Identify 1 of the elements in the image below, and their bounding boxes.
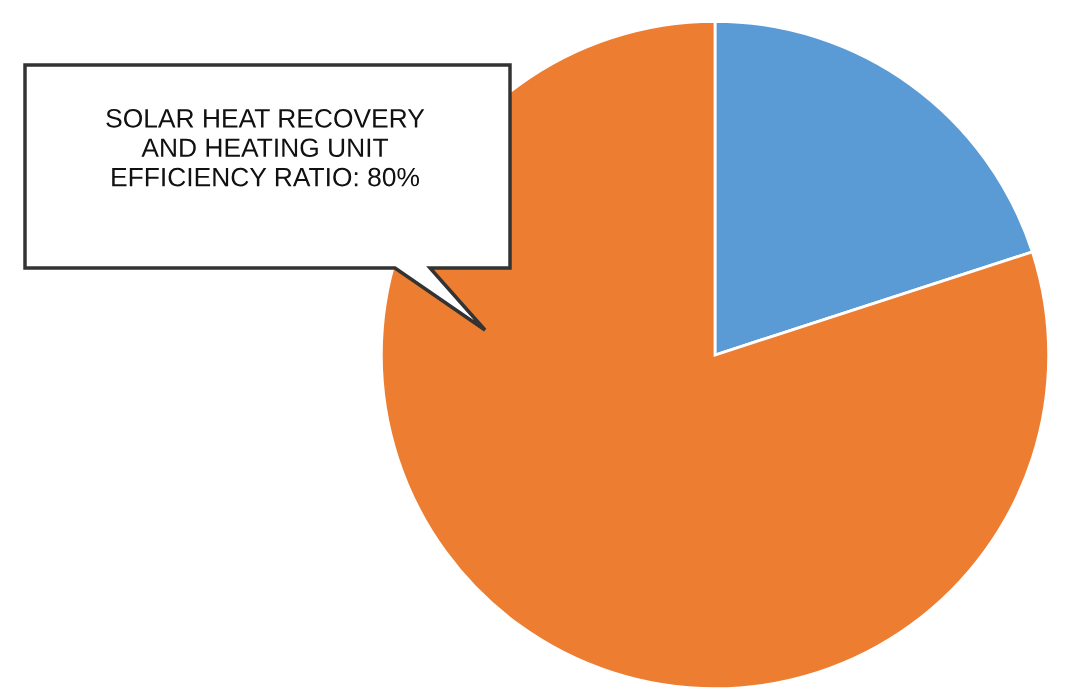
text: SOLAR HEAT RECOVERY AND HEATING UNIT EFFICIENCY RATIO: 80% bbox=[106, 109, 425, 187]
